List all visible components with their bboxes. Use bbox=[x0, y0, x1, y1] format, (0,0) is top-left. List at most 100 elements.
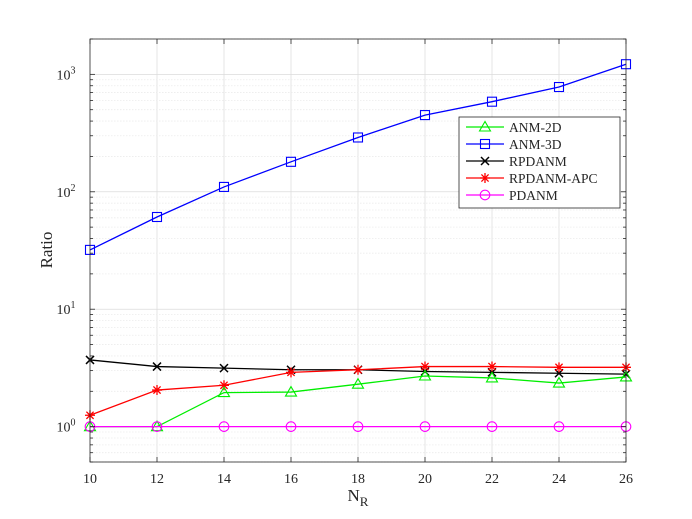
y-tick-label: 102 bbox=[57, 183, 76, 201]
data-point-anm-2d bbox=[284, 385, 298, 397]
legend-marker-rpdanm-shape bbox=[480, 156, 490, 166]
data-point-pdanm bbox=[352, 421, 364, 432]
data-point-anm-3d bbox=[553, 81, 565, 93]
data-point-anm-2d-shape bbox=[150, 420, 164, 432]
data-point-pdanm-shape bbox=[218, 421, 230, 432]
ticks bbox=[89, 38, 627, 463]
legend-marker-rpdanm bbox=[480, 156, 490, 166]
data-point-rpdanm-apc bbox=[420, 361, 430, 372]
y-axis-label: Ratio bbox=[37, 232, 56, 269]
data-point-rpdanm-apc-shape bbox=[152, 385, 162, 396]
legend-marker-anm-3d-shape bbox=[479, 138, 491, 150]
data-point-anm-3d bbox=[151, 211, 163, 223]
legend-marker-rpdanm-apc-shape bbox=[480, 173, 490, 183]
x-tick-label: 22 bbox=[485, 472, 499, 487]
data-point-anm-3d-shape bbox=[486, 96, 498, 107]
data-point-anm-2d-shape bbox=[485, 371, 499, 383]
data-point-pdanm bbox=[553, 421, 565, 432]
data-point-rpdanm-apc bbox=[353, 364, 363, 375]
data-point-pdanm-shape bbox=[553, 421, 565, 432]
data-point-anm-2d-shape bbox=[217, 385, 231, 398]
data-point-rpdanm-apc-shape bbox=[487, 361, 497, 372]
data-point-anm-3d bbox=[486, 96, 498, 107]
x-tick-label: 18 bbox=[351, 472, 365, 487]
data-point-anm-2d bbox=[485, 371, 499, 383]
data-point-anm-2d-shape bbox=[284, 385, 298, 397]
x-tick-label: 20 bbox=[418, 472, 432, 487]
data-point-pdanm bbox=[486, 421, 498, 432]
y-tick-label: 100 bbox=[57, 418, 76, 436]
legend-entry-pdanm: PDANM bbox=[466, 188, 558, 203]
data-point-rpdanm-shape bbox=[219, 363, 229, 373]
x-axis-label: NR bbox=[348, 486, 369, 509]
data-point-pdanm bbox=[218, 421, 230, 432]
data-point-anm-2d bbox=[351, 377, 365, 389]
legend-marker-anm-2d-shape bbox=[478, 120, 492, 132]
legend-entry-anm-3d: ANM-3D bbox=[466, 137, 562, 152]
data-point-anm-3d bbox=[352, 132, 364, 143]
y-tick-label: 101 bbox=[57, 300, 76, 318]
data-point-anm-3d bbox=[218, 181, 230, 192]
data-point-rpdanm-apc-shape bbox=[420, 361, 430, 372]
data-point-rpdanm-shape bbox=[152, 362, 162, 372]
legend-entry-anm-2d: ANM-2D bbox=[466, 120, 562, 135]
legend-marker-pdanm-shape bbox=[479, 189, 491, 201]
data-point-rpdanm-apc bbox=[487, 361, 497, 372]
x-tick-label: 24 bbox=[552, 472, 566, 487]
data-point-anm-2d-shape bbox=[552, 376, 566, 388]
data-point-anm-3d-shape bbox=[419, 110, 431, 121]
data-point-anm-3d bbox=[285, 156, 297, 167]
series-line-anm-2d bbox=[90, 375, 627, 428]
data-point-anm-3d-shape bbox=[553, 81, 565, 93]
legend-label-anm-3d: ANM-3D bbox=[509, 137, 562, 152]
legend-label-rpdanm: RPDANM bbox=[509, 154, 567, 169]
data-point-rpdanm bbox=[219, 363, 229, 373]
data-point-pdanm-shape bbox=[486, 421, 498, 432]
data-point-anm-3d-shape bbox=[151, 211, 163, 223]
legend: ANM-2D ANM-3D RPDANM RPDANM-APC PDANM bbox=[458, 116, 621, 209]
data-point-anm-2d-shape bbox=[351, 377, 365, 389]
legend-label-pdanm: PDANM bbox=[509, 188, 558, 203]
data-point-rpdanm-apc-shape bbox=[286, 367, 296, 378]
data-point-pdanm bbox=[419, 421, 431, 432]
data-point-anm-2d bbox=[418, 369, 432, 381]
x-tick-label: 16 bbox=[284, 472, 298, 487]
data-point-rpdanm-apc bbox=[152, 385, 162, 396]
data-point-rpdanm-apc-shape bbox=[353, 364, 363, 375]
data-point-rpdanm-apc-shape bbox=[219, 380, 229, 391]
x-tick-label: 12 bbox=[150, 472, 164, 487]
data-point-pdanm bbox=[285, 421, 297, 432]
series-line-anm-3d bbox=[89, 63, 627, 251]
data-point-anm-3d-shape bbox=[218, 181, 230, 192]
x-tick-label: 26 bbox=[619, 472, 633, 487]
data-point-rpdanm-apc-shape bbox=[554, 362, 564, 373]
legend-marker-rpdanm-apc bbox=[480, 173, 490, 183]
legend-label-anm-2d: ANM-2D bbox=[509, 120, 562, 135]
data-point-anm-2d bbox=[150, 420, 164, 432]
data-point-pdanm-shape bbox=[419, 421, 431, 432]
x-tick-label: 10 bbox=[83, 472, 97, 487]
data-point-anm-2d bbox=[552, 376, 566, 388]
data-point-rpdanm-apc bbox=[554, 362, 564, 373]
data-point-pdanm-shape bbox=[285, 421, 297, 432]
x-tick-label: 14 bbox=[217, 472, 231, 487]
legend-marker-anm-2d bbox=[478, 120, 492, 132]
data-point-rpdanm-apc bbox=[219, 380, 229, 391]
data-point-anm-2d-shape bbox=[418, 369, 432, 381]
legend-entry-rpdanm: RPDANM bbox=[466, 154, 567, 169]
series-layer bbox=[83, 59, 633, 432]
legend-marker-anm-3d bbox=[479, 138, 491, 150]
data-point-pdanm-shape bbox=[352, 421, 364, 432]
data-point-anm-3d-shape bbox=[285, 156, 297, 167]
data-point-rpdanm bbox=[152, 362, 162, 372]
data-point-anm-3d-shape bbox=[352, 132, 364, 143]
data-point-pdanm-shape bbox=[151, 421, 163, 432]
data-point-pdanm bbox=[151, 421, 163, 432]
data-point-rpdanm-apc bbox=[286, 367, 296, 378]
y-tick-label: 103 bbox=[57, 65, 76, 83]
legend-entry-rpdanm-apc: RPDANM-APC bbox=[466, 171, 598, 186]
legend-marker-pdanm bbox=[479, 189, 491, 201]
data-point-anm-3d bbox=[419, 110, 431, 121]
tick-labels: 10 12 14 16 18 20 22 24 26 100 101 102 103 bbox=[57, 65, 634, 487]
